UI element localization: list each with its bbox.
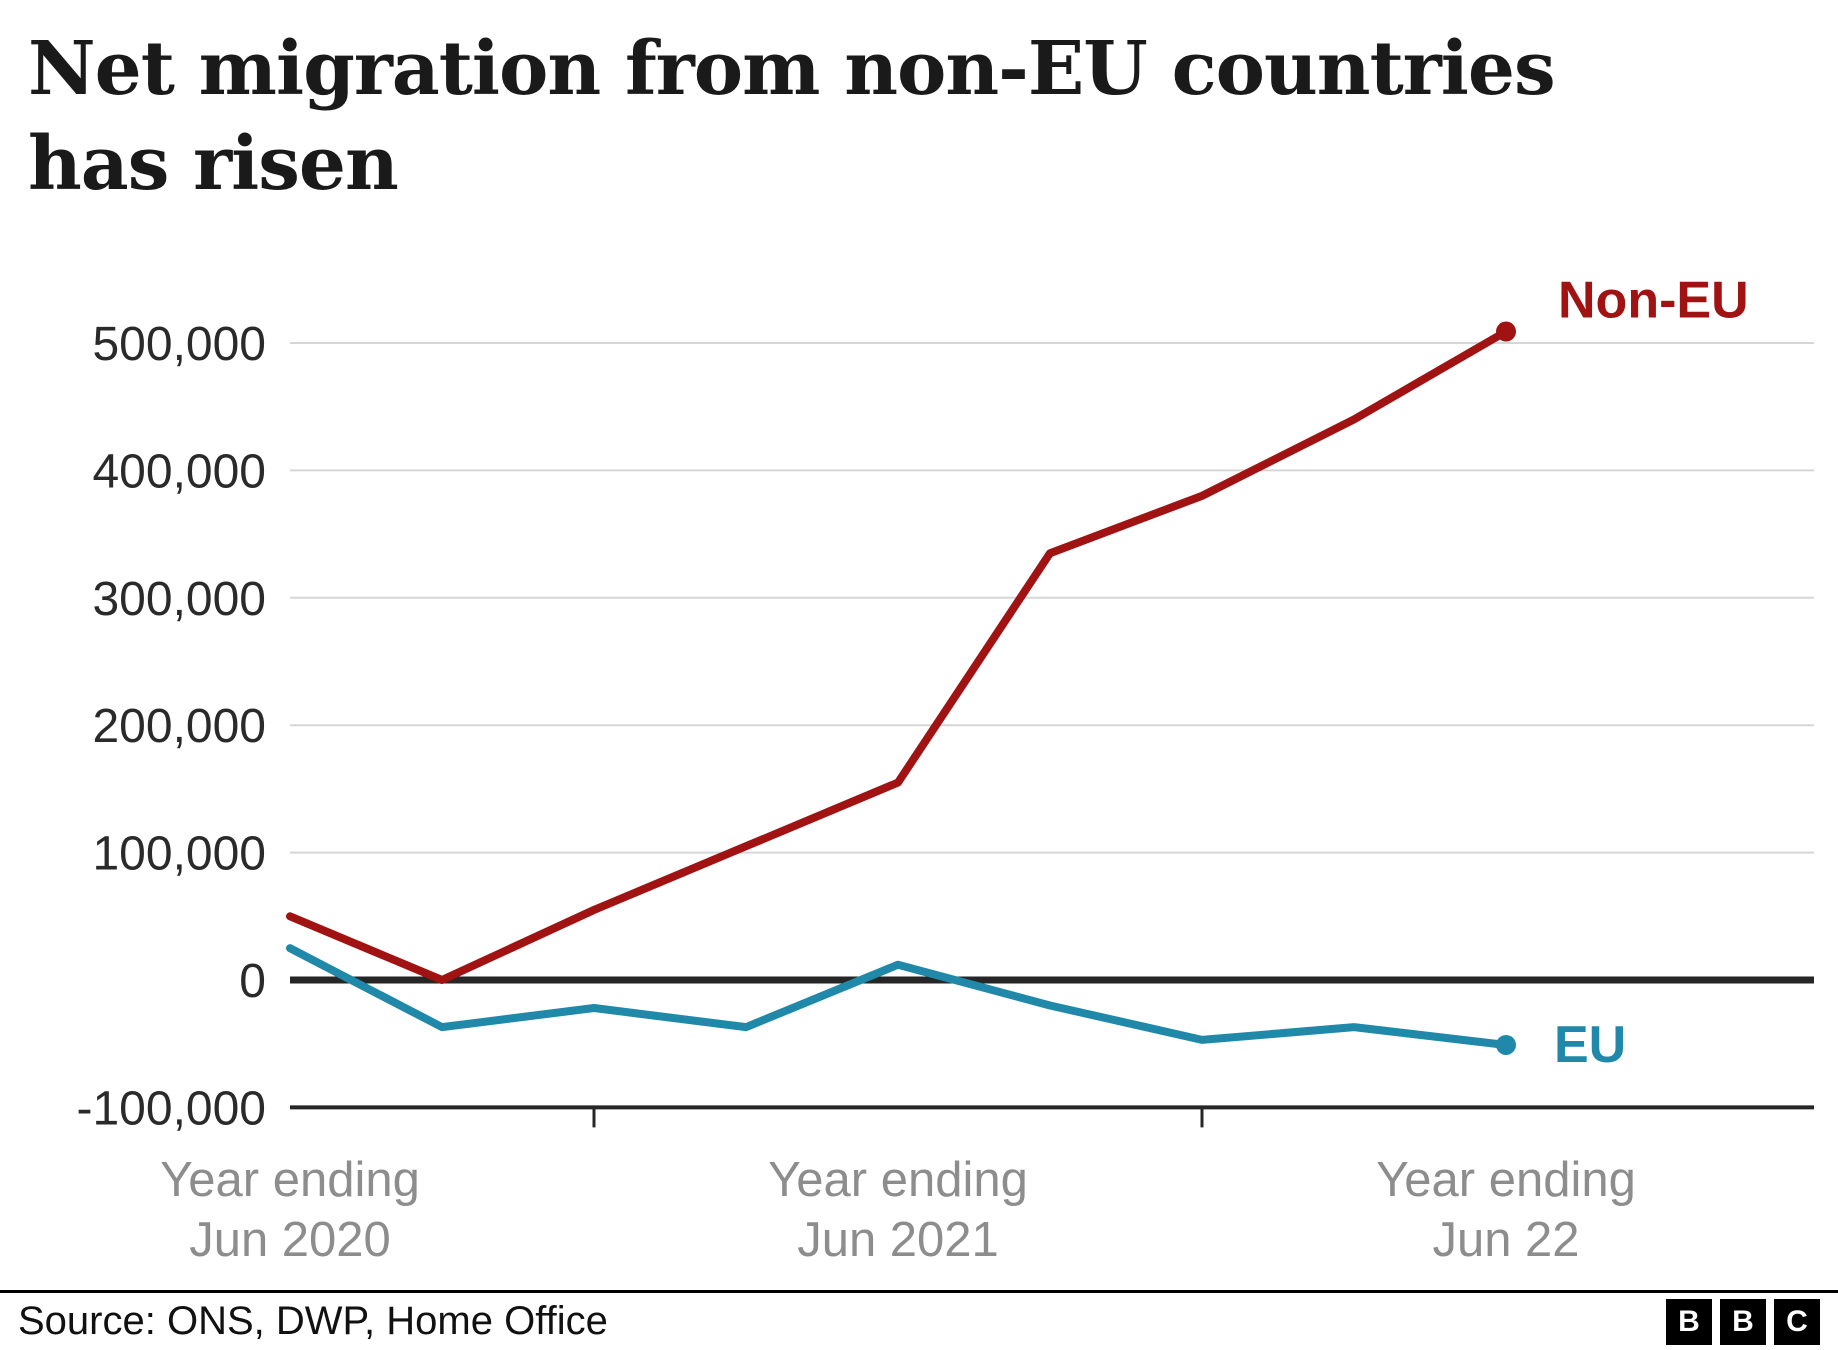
series-line-non-eu [286, 327, 1510, 984]
series-label-non-eu: Non-EU [1558, 272, 1749, 330]
series-line-eu [286, 944, 1510, 1049]
bbc-logo-block-c: C [1774, 1298, 1820, 1345]
x-tick-label: Year ending Jun 2021 [768, 1153, 1028, 1267]
y-tick-label: 0 [239, 955, 266, 1008]
x-tick-label: Year ending Jun 2020 [160, 1153, 420, 1267]
x-tick-label: Year ending Jun 22 [1376, 1153, 1636, 1267]
series-endpoint-eu [1496, 1034, 1516, 1055]
chart-title: Net migration from non-EU countries has … [28, 26, 1556, 207]
y-tick-label: 200,000 [92, 700, 266, 753]
bbc-logo-block-b2: B [1720, 1298, 1766, 1345]
y-tick-label: 400,000 [92, 445, 266, 498]
y-tick-label: -100,000 [77, 1082, 267, 1135]
y-tick-label: 100,000 [92, 828, 266, 881]
y-tick-label: 500,000 [92, 318, 266, 371]
y-tick-label: 300,000 [92, 573, 266, 626]
bbc-logo: B B C [1666, 1298, 1820, 1345]
bbc-logo-block-b1: B [1666, 1298, 1712, 1345]
series-endpoint-non-eu [1496, 321, 1516, 342]
source-text: Source: ONS, DWP, Home Office [18, 1299, 608, 1343]
series-label-eu: EU [1554, 1016, 1626, 1074]
footer: Source: ONS, DWP, Home Office B B C [0, 1290, 1838, 1350]
